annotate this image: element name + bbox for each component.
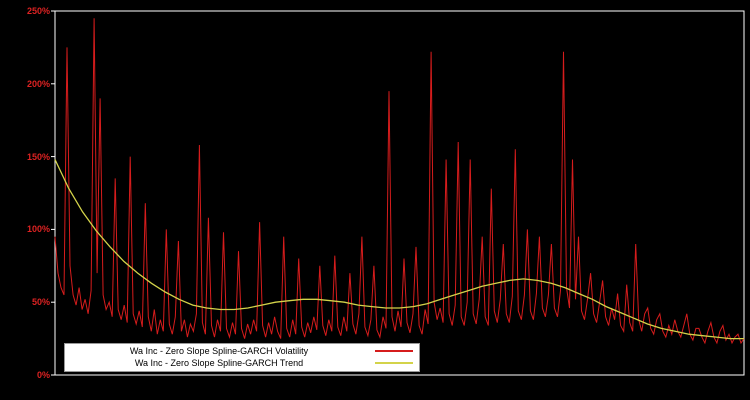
y-axis-tick-label: 200% xyxy=(26,78,50,89)
y-axis-tick-label: 100% xyxy=(26,224,50,235)
legend-row-trend: Wa Inc - Zero Slope Spline-GARCH Trend xyxy=(69,357,413,369)
y-axis-tick-marks xyxy=(51,10,55,376)
legend-label-volatility: Wa Inc - Zero Slope Spline-GARCH Volatil… xyxy=(129,346,309,356)
y-axis-tick-label: 250% xyxy=(26,6,50,16)
legend-row-volatility: Wa Inc - Zero Slope Spline-GARCH Volatil… xyxy=(69,345,413,357)
y-axis-tick-label: 50% xyxy=(31,297,50,308)
y-axis-labels: 0% 50% 100% 150% 200% 250% xyxy=(0,0,52,400)
y-axis-tick-label: 0% xyxy=(36,370,50,380)
legend-line-sample-volatility xyxy=(375,350,413,352)
legend: Wa Inc - Zero Slope Spline-GARCH Volatil… xyxy=(64,343,420,372)
legend-line-sample-trend xyxy=(375,362,413,364)
volatility-series-line xyxy=(54,18,745,345)
trend-series-line xyxy=(54,159,744,340)
plot-border xyxy=(54,10,745,376)
legend-label-trend: Wa Inc - Zero Slope Spline-GARCH Trend xyxy=(134,358,304,368)
y-axis-tick-label: 150% xyxy=(26,151,50,162)
